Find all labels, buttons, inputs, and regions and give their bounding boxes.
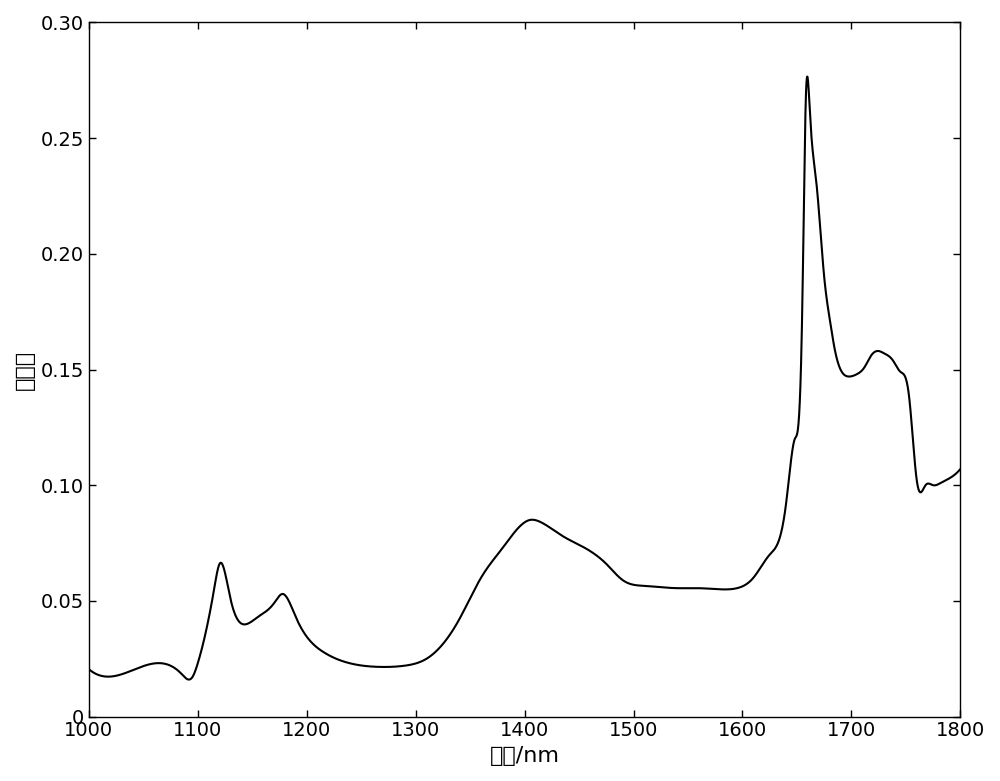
X-axis label: 波长/nm: 波长/nm [490, 746, 560, 766]
Y-axis label: 反射率: 反射率 [15, 349, 35, 390]
